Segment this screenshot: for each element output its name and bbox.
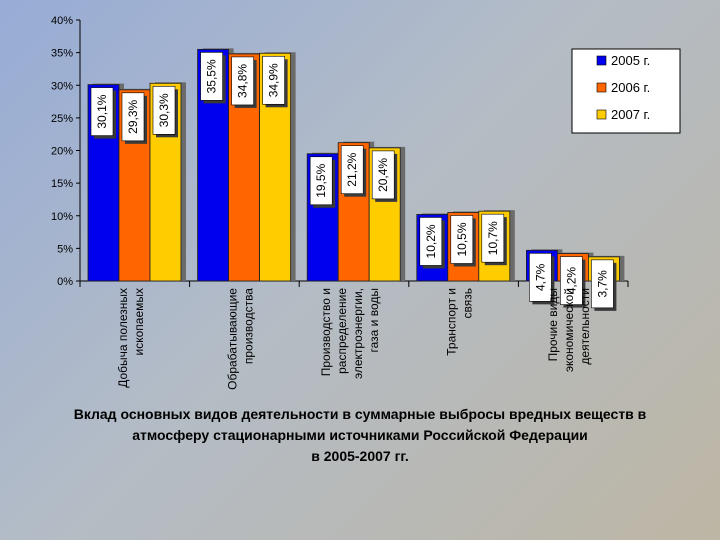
- data-label-box: [340, 145, 364, 194]
- y-tick-label: 5%: [57, 243, 73, 255]
- x-category-label-0: Добыча полезных ископаемых: [116, 288, 146, 388]
- x-category-label-line: экономической: [562, 288, 576, 372]
- data-label-text: 29,3%: [126, 99, 140, 133]
- legend-box: [571, 48, 681, 134]
- bar-chart: 0% 5% 10% 15% 20% 25% 30% 35% 40% 30,1% 29,3% 30,3%…: [51, 15, 681, 390]
- legend-swatch-0: [596, 55, 607, 66]
- x-category-label-line: Транспорт и: [445, 288, 459, 356]
- x-category-label-line: Прочие виды: [546, 288, 560, 361]
- data-label-2-1: 34,9%: [262, 55, 288, 108]
- x-category-label-line: Производство и: [319, 288, 333, 376]
- x-category-label-line: производства: [241, 288, 255, 364]
- data-label-text: 30,1%: [95, 94, 109, 128]
- x-category-label-line: Добыча полезных: [116, 288, 130, 388]
- data-label-0-3: 10,2%: [419, 217, 445, 269]
- legend: 2005 г. 2006 г. 2007 г.: [571, 48, 681, 134]
- data-label-box: [200, 52, 223, 101]
- data-label-text: 10,5%: [455, 222, 469, 256]
- data-label-box: [309, 156, 333, 206]
- data-label-text: 30,3%: [157, 93, 171, 127]
- data-label-box: [371, 150, 395, 200]
- data-label-2-4: 3,7%: [591, 259, 617, 311]
- data-label-1-4: 4,2%: [560, 256, 586, 308]
- data-label-text: 10,2%: [424, 224, 438, 258]
- x-category-label-1: Обрабатывающие производства: [225, 288, 255, 390]
- y-tick-label: 40%: [51, 15, 73, 27]
- chart-caption: Вклад основных видов деятельности в сумм…: [40, 404, 680, 467]
- data-label-1-0: 29,3%: [121, 92, 147, 144]
- data-label-text: 34,8%: [236, 64, 250, 98]
- data-label-text: 19,5%: [314, 163, 328, 197]
- data-label-text: 34,9%: [267, 63, 281, 97]
- y-tick-label: 0%: [57, 276, 73, 288]
- y-tick-label: 10%: [51, 211, 73, 223]
- data-label-box: [231, 56, 254, 106]
- data-label-1-1: 34,8%: [231, 56, 257, 108]
- y-tick-label: 25%: [51, 113, 73, 125]
- data-label-box: [591, 259, 614, 309]
- legend-swatch-1: [596, 82, 607, 93]
- caption-line-2: атмосферу стационарными источниками Росс…: [132, 427, 588, 443]
- data-label-0-4: 4,7%: [529, 253, 555, 305]
- data-label-box: [450, 215, 474, 264]
- data-label-text: 21,2%: [345, 152, 359, 186]
- x-category-label-line: распределение: [335, 288, 349, 374]
- x-category-label-2: Производство и распределение электроэнерги…: [319, 288, 381, 379]
- data-label-1-3: 10,5%: [450, 215, 476, 267]
- x-category-label-line: газа и воды: [367, 288, 381, 352]
- data-label-2-0: 30,3%: [152, 85, 178, 138]
- y-tick-label: 30%: [51, 80, 73, 92]
- legend-swatch-2: [596, 109, 607, 120]
- y-tick-label: 20%: [51, 146, 73, 158]
- x-category-label-4: Прочие виды экономической деятельности: [546, 288, 592, 372]
- caption-line-1: Вклад основных видов деятельности в сумм…: [73, 406, 647, 422]
- data-label-1-2: 21,2%: [340, 145, 367, 197]
- data-label-box: [152, 85, 176, 135]
- x-category-label-line: деятельности: [578, 288, 592, 365]
- data-label-box: [262, 55, 285, 105]
- x-category-label-line: электроэнергии,: [351, 288, 365, 379]
- data-label-box: [560, 256, 583, 305]
- x-category-label-line: ископаемых: [132, 288, 146, 355]
- data-label-box: [529, 253, 552, 302]
- caption-line-3: в 2005-2007 гг.: [311, 448, 409, 464]
- data-label-text: 4,2%: [564, 267, 578, 295]
- data-label-box: [419, 217, 443, 266]
- data-label-text: 3,7%: [595, 270, 609, 298]
- data-label-text: 10,7%: [486, 221, 500, 255]
- data-label-text: 35,5%: [205, 59, 219, 93]
- data-label-0-2: 19,5%: [309, 156, 336, 208]
- data-label-box: [481, 213, 505, 263]
- data-label-2-3: 10,7%: [481, 213, 507, 266]
- y-tick-label: 35%: [51, 48, 73, 60]
- x-category-label-line: Обрабатывающие: [225, 288, 239, 390]
- data-label-box: [121, 92, 145, 142]
- legend-label-1: 2006 г.: [611, 80, 650, 95]
- x-category-label-3: Транспорт и связь: [445, 288, 475, 356]
- data-label-text: 4,7%: [533, 263, 547, 291]
- legend-label-2: 2007 г.: [611, 107, 650, 122]
- legend-label-0: 2005 г.: [611, 53, 650, 68]
- x-category-label-line: связь: [461, 288, 475, 319]
- data-label-0-1: 35,5%: [200, 52, 226, 104]
- data-label-2-2: 20,4%: [371, 150, 398, 202]
- data-label-box: [90, 87, 114, 136]
- y-tick-label: 15%: [51, 178, 73, 190]
- data-label-text: 20,4%: [376, 158, 390, 192]
- data-label-0-0: 30,1%: [90, 87, 116, 139]
